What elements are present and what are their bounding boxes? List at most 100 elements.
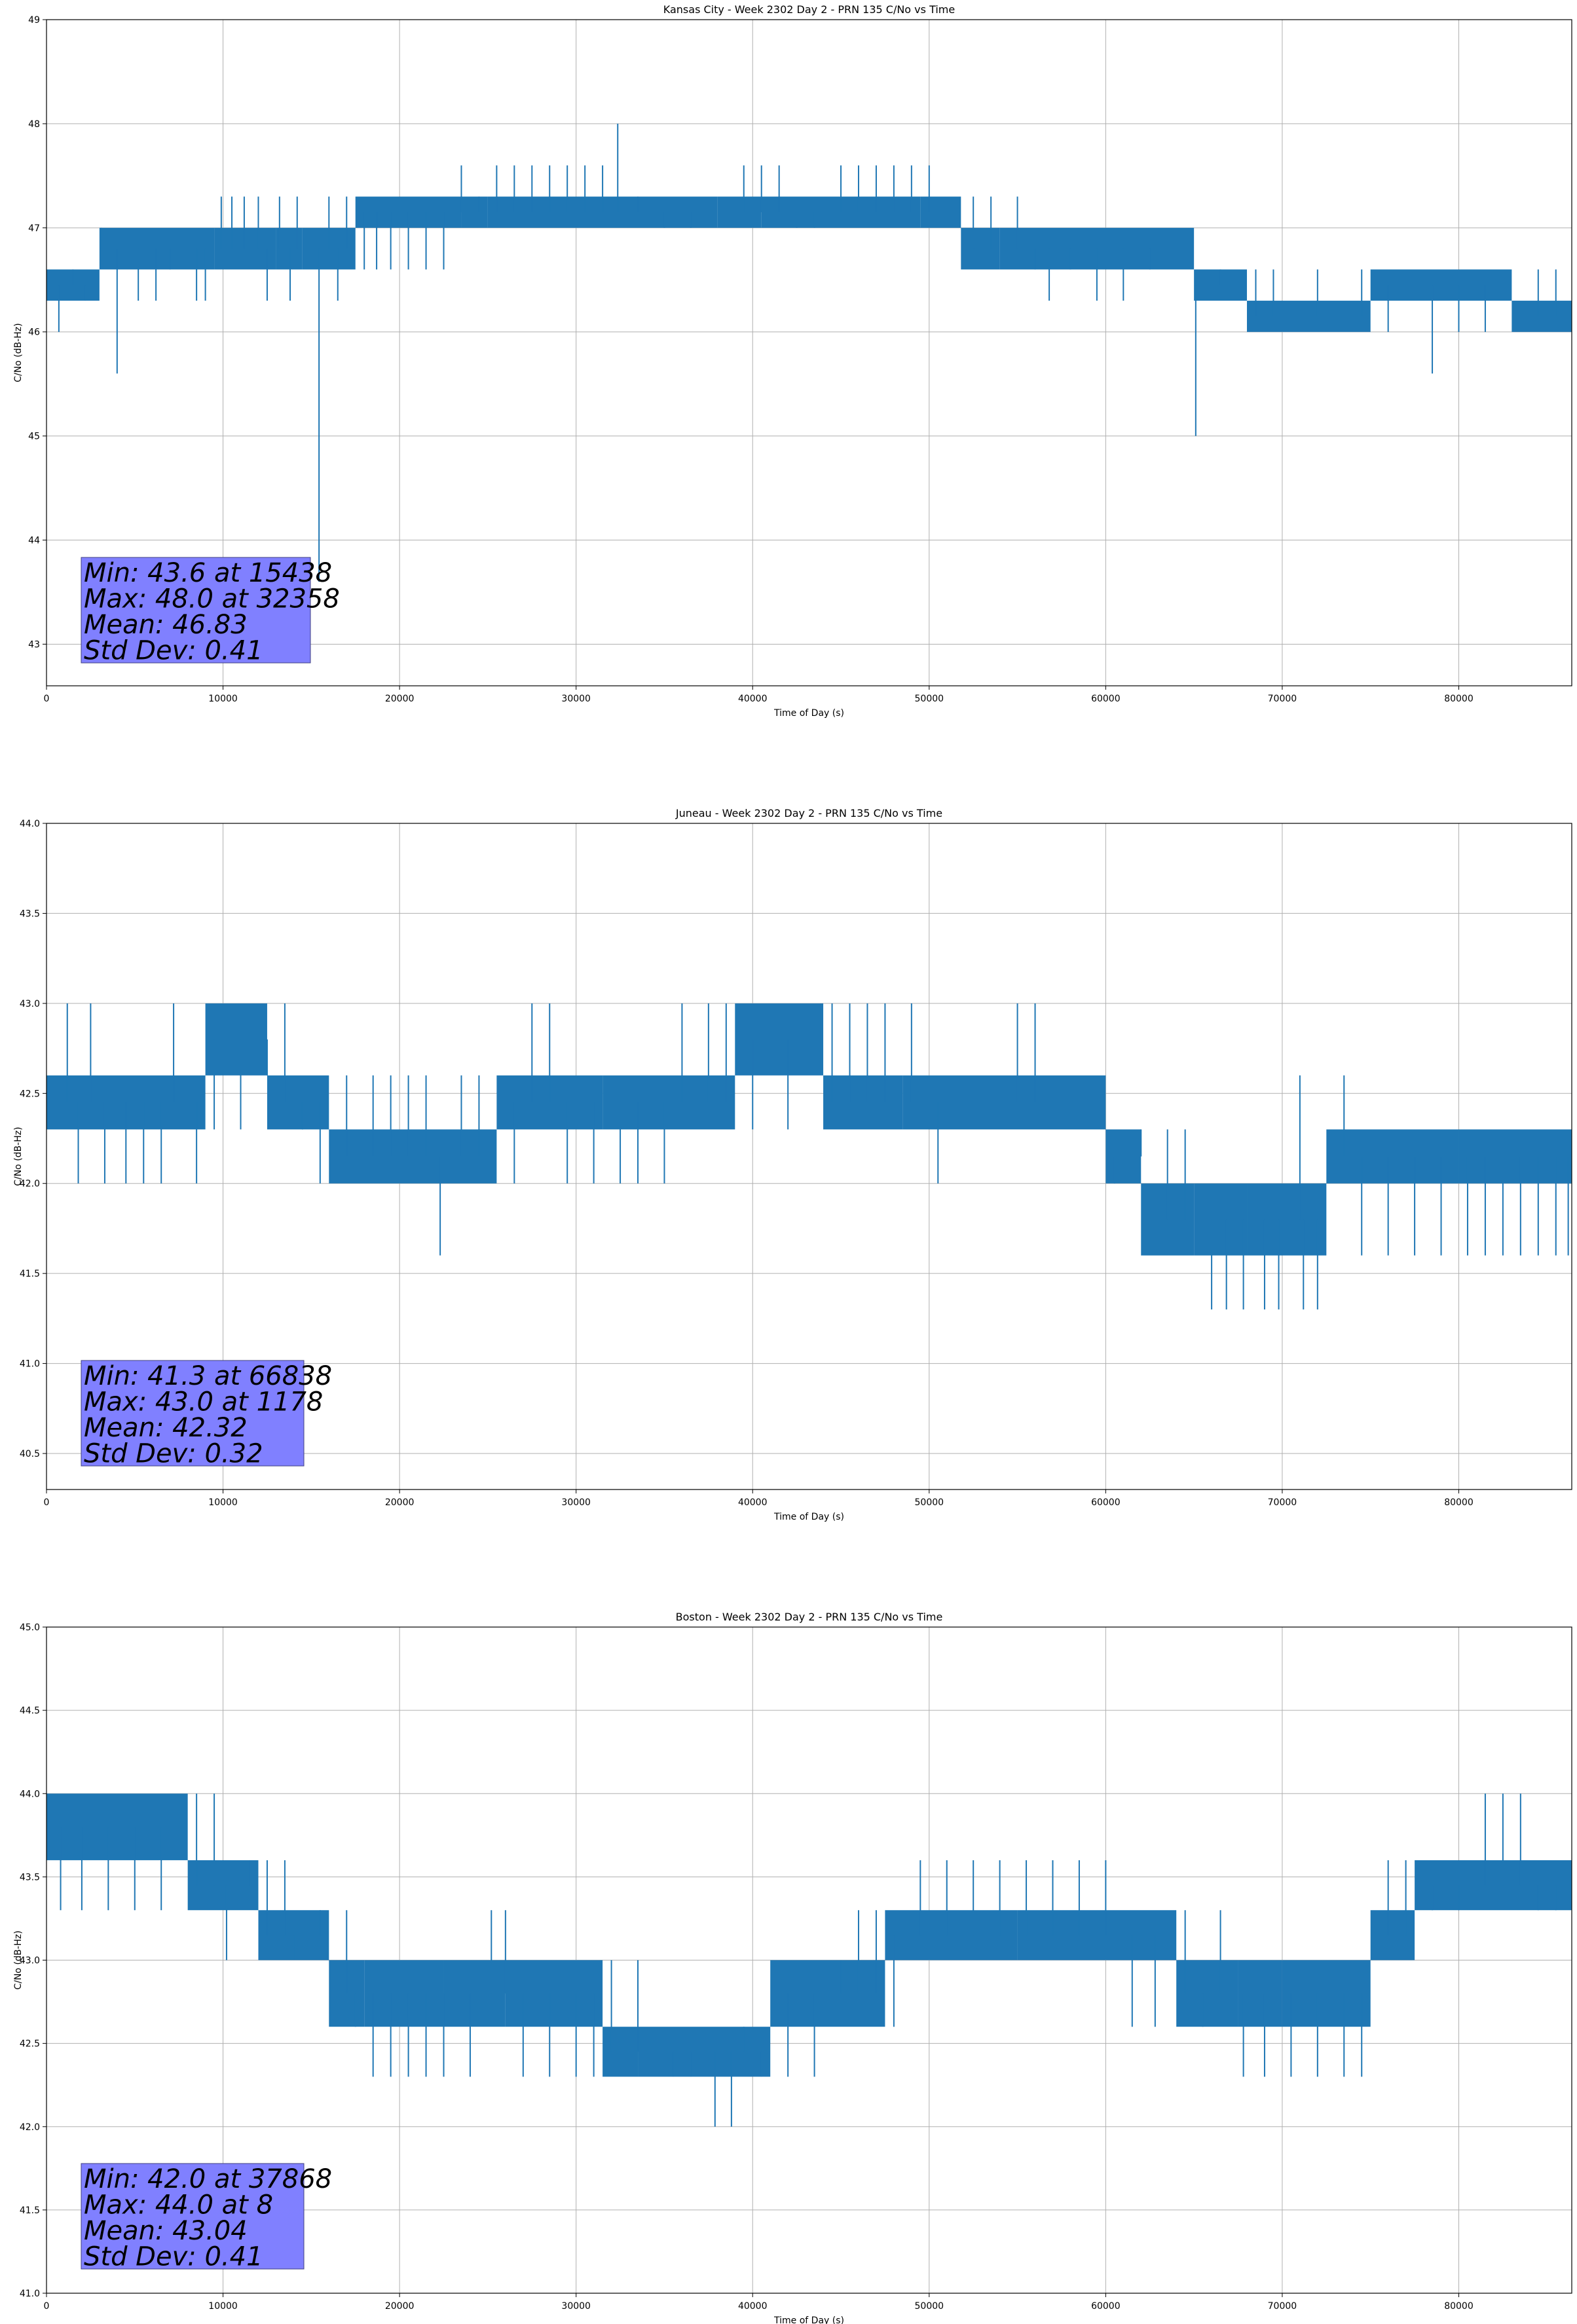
- data-band: [505, 1960, 603, 2027]
- data-band: [823, 1075, 903, 1130]
- data-band: [961, 227, 1000, 270]
- data-band: [1238, 1960, 1282, 2027]
- stats-line: Std Dev: 0.32: [84, 1439, 263, 1469]
- stats-line: Mean: 46.83: [84, 610, 248, 640]
- data-band: [1326, 1129, 1459, 1184]
- chart-panel-2: 0 10000 20000 30000 40000 50000 60000 70000 8000…: [13, 807, 1572, 1522]
- y-tick-label: 43.0: [20, 999, 40, 1009]
- data-band: [1282, 1960, 1371, 2027]
- x-tick-label: 70000: [1268, 694, 1297, 704]
- x-tick-label: 50000: [915, 1497, 944, 1508]
- y-tick-label: 42.5: [20, 1089, 40, 1099]
- data-band: [770, 1960, 885, 2027]
- y-tick-label: 45.0: [20, 1622, 40, 1633]
- y-tick-label: 42.5: [20, 2039, 40, 2050]
- x-tick-label: 30000: [561, 694, 591, 704]
- data-band: [364, 1960, 444, 2027]
- data-band: [638, 2027, 771, 2077]
- x-tick-label: 10000: [208, 2301, 238, 2312]
- x-tick-label: 40000: [738, 2301, 768, 2312]
- data-band: [1105, 1129, 1141, 1184]
- data-band: [187, 1860, 259, 1911]
- data-band: [735, 1003, 824, 1076]
- y-tick-label: 45: [28, 432, 40, 442]
- data-series: [46, 1003, 1572, 1310]
- y-tick-label: 43.5: [20, 909, 40, 919]
- x-tick-label: 50000: [915, 2301, 944, 2312]
- x-tick-label: 0: [44, 694, 50, 704]
- chart-panel-3: 0 10000 20000 30000 40000 50000 60000 70000 8000…: [13, 1611, 1572, 2324]
- x-tick-label: 0: [44, 1497, 50, 1508]
- data-band: [99, 227, 215, 270]
- data-band: [603, 2027, 639, 2077]
- x-tick-label: 0: [44, 2301, 50, 2312]
- data-band: [329, 1129, 497, 1184]
- x-tick-label: 50000: [915, 694, 944, 704]
- data-band: [205, 1003, 267, 1076]
- data-band: [443, 1960, 506, 2027]
- x-tick-label: 40000: [738, 694, 768, 704]
- stats-line: Max: 43.0 at 1178: [84, 1387, 323, 1417]
- x-tick-label: 80000: [1444, 2301, 1474, 2312]
- x-tick-label: 80000: [1444, 694, 1474, 704]
- y-tick-label: 44.0: [20, 1789, 40, 1799]
- data-band: [267, 1075, 329, 1130]
- data-band: [1247, 1183, 1327, 1256]
- x-tick-label: 30000: [561, 2301, 591, 2312]
- stats-line: Max: 48.0 at 32358: [84, 584, 340, 614]
- y-tick-label: 47: [28, 223, 40, 234]
- data-band: [1017, 1910, 1177, 1960]
- data-series: [46, 1793, 1572, 2127]
- stats-line: Max: 44.0 at 8: [84, 2190, 273, 2221]
- y-axis-label: C/No (dB-Hz): [13, 1127, 24, 1186]
- y-axis-label: C/No (dB-Hz): [13, 1930, 24, 1989]
- data-band: [920, 197, 961, 228]
- y-tick-label: 42.0: [20, 2122, 40, 2133]
- data-band: [1176, 1960, 1238, 2027]
- x-tick-label: 10000: [208, 1497, 238, 1508]
- stats-line: Std Dev: 0.41: [84, 636, 263, 666]
- y-tick-label: 44: [28, 536, 40, 546]
- y-tick-label: 48: [28, 119, 40, 130]
- stats-line: Mean: 43.04: [84, 2216, 248, 2246]
- x-tick-label: 20000: [385, 2301, 415, 2312]
- y-tick-label: 41.5: [20, 1269, 40, 1279]
- stats-line: Min: 42.0 at 37868: [84, 2164, 332, 2194]
- y-tick-label: 41.0: [20, 1359, 40, 1370]
- x-tick-label: 40000: [738, 1497, 768, 1508]
- data-band: [46, 1793, 188, 1860]
- y-tick-label: 41.0: [20, 2289, 40, 2299]
- y-tick-label: 43: [28, 639, 40, 650]
- x-tick-label: 60000: [1091, 1497, 1121, 1508]
- data-series: [46, 123, 1572, 582]
- y-tick-label: 42.0: [20, 1179, 40, 1190]
- y-tick-label: 44.0: [20, 819, 40, 829]
- data-band: [1247, 301, 1371, 332]
- chart-title: Boston - Week 2302 Day 2 - PRN 135 C/No …: [676, 1611, 943, 1623]
- data-band: [1458, 1129, 1572, 1184]
- data-band: [717, 197, 762, 228]
- data-band: [249, 227, 276, 270]
- data-band: [1370, 269, 1512, 301]
- stats-box: [81, 1360, 305, 1467]
- chart-title: Kansas City - Week 2302 Day 2 - PRN 135 …: [663, 3, 955, 16]
- y-tick-label: 43.0: [20, 1956, 40, 1966]
- stats-line: Min: 41.3 at 66838: [84, 1361, 332, 1391]
- data-band: [885, 1910, 1018, 1960]
- stats-line: Min: 43.6 at 15438: [84, 558, 332, 588]
- x-tick-label: 10000: [208, 694, 238, 704]
- y-tick-label: 49: [28, 15, 40, 26]
- data-band: [603, 1075, 735, 1130]
- x-tick-label: 20000: [385, 694, 415, 704]
- x-axis-label: Time of Day (s): [773, 2315, 844, 2324]
- data-band: [1512, 301, 1572, 332]
- y-tick-label: 43.5: [20, 1872, 40, 1883]
- x-axis-label: Time of Day (s): [773, 1512, 844, 1522]
- stats-box: [81, 557, 311, 664]
- y-tick-label: 41.5: [20, 2205, 40, 2216]
- stats-box: [81, 2163, 305, 2270]
- x-axis-label: Time of Day (s): [773, 708, 844, 719]
- data-band: [461, 197, 488, 228]
- chart-panel-1: 0 10000 20000 30000 40000 50000 60000 70000 8000…: [13, 3, 1572, 719]
